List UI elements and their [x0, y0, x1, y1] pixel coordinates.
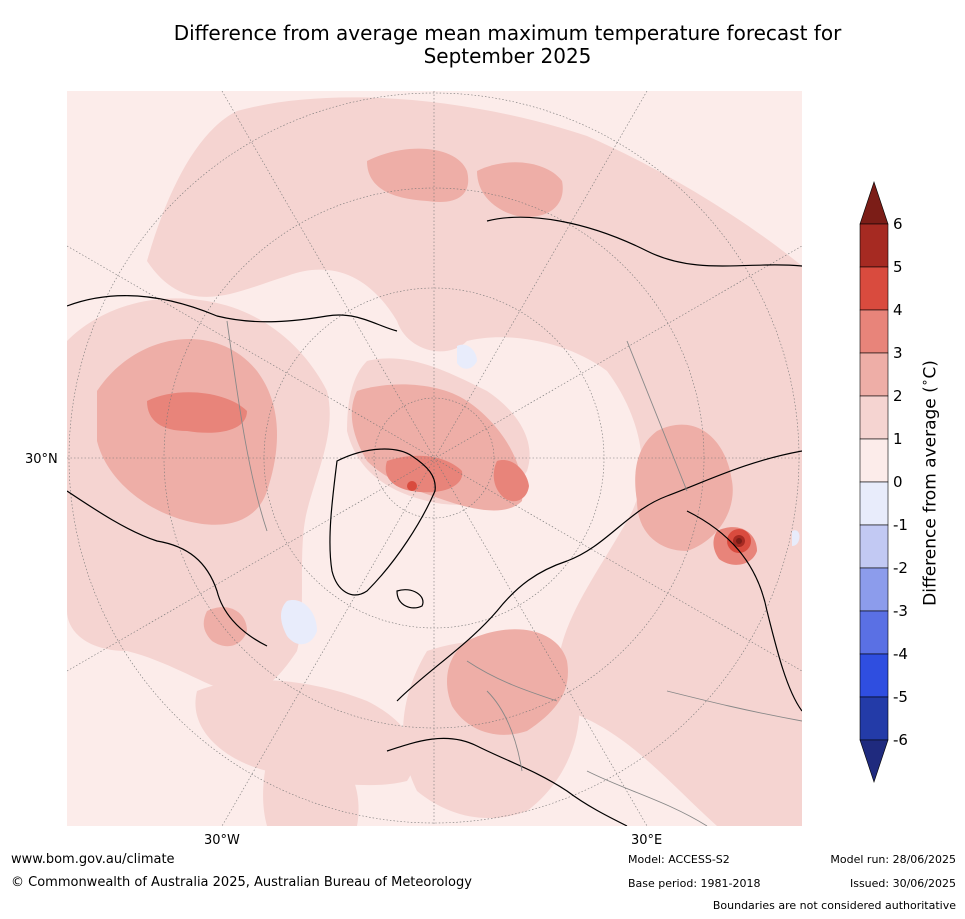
footer-website: www.bom.gov.au/climate [11, 852, 175, 867]
degree-superscript: ∘ [917, 378, 932, 387]
anomaly-2-3-regions [97, 148, 733, 735]
country-boundaries [226, 320, 802, 826]
colorbar-segment [859, 524, 889, 569]
footer-base-period: Base period: 1981-2018 [628, 877, 761, 890]
colorbar-segment [859, 653, 889, 698]
colorbar-segment [859, 309, 889, 354]
colorbar-segment [859, 223, 889, 268]
colorbar-tick-label: -6 [893, 731, 908, 749]
colorbar-tick-label: 4 [893, 301, 903, 319]
colorbar-label: Difference from average (∘C) [917, 360, 941, 606]
colorbar-segment [859, 266, 889, 311]
border-4 [666, 690, 802, 722]
colorbar-tick-label: 3 [893, 344, 903, 362]
lon-label-30w: 30°W [204, 833, 240, 848]
map-panel [67, 91, 802, 826]
anomaly-negative-regions [281, 344, 800, 645]
colorbar-tick-label: 2 [893, 387, 903, 405]
lon-label-30e: 30°E [631, 833, 663, 848]
alaska-canada-coast [67, 295, 398, 332]
colorbar-segment [859, 610, 889, 655]
border-3 [626, 340, 688, 492]
footer-model: Model: ACCESS-S2 [628, 853, 730, 866]
colorbar-segment [859, 438, 889, 483]
europe-south-coast [386, 737, 628, 826]
eurasia-north-coast [396, 450, 802, 702]
colorbar-tick-label: 0 [893, 473, 903, 491]
colorbar-tick-label: -4 [893, 645, 908, 663]
colorbar-segment [859, 481, 889, 526]
colorbar-tick-label: 5 [893, 258, 903, 276]
anomaly-hotspot [407, 481, 751, 553]
border-2 [486, 690, 523, 772]
north-america-east-coast [67, 490, 268, 647]
colorbar-segment [859, 567, 889, 612]
colorbar-extend-max [859, 181, 889, 225]
map-title: Difference from average mean maximum tem… [60, 22, 955, 68]
lat-label-30n: 30°N [25, 452, 58, 467]
colorbar-tick-label: -3 [893, 602, 908, 620]
footer-issued: Issued: 30/06/2025 [849, 877, 956, 890]
colorbar-tick-label: 1 [893, 430, 903, 448]
meridian-60e [67, 245, 802, 672]
colorbar-segment [859, 395, 889, 440]
iceland-coast [396, 589, 424, 609]
colorbar-tick-label: 6 [893, 215, 903, 233]
asia-east-coast [686, 510, 802, 712]
footer-copyright: © Commonwealth of Australia 2025, Austra… [11, 875, 472, 890]
greenland-coast [329, 448, 436, 596]
title-line-1: Difference from average mean maximum tem… [173, 21, 842, 45]
colorbar-extend-min [859, 739, 889, 783]
colorbar-tick-label: -2 [893, 559, 908, 577]
anomaly-map [67, 91, 802, 826]
colorbar-tick-label: -5 [893, 688, 908, 706]
colorbar-tick-label: -1 [893, 516, 908, 534]
coastlines [67, 216, 802, 826]
colorbar [859, 181, 889, 783]
border-6 [586, 770, 708, 826]
east-siberia-coast [486, 216, 802, 267]
footer-model-run: Model run: 28/06/2025 [830, 853, 956, 866]
border-1 [466, 660, 558, 702]
anomaly-3-4-regions [147, 392, 757, 565]
colorbar-segment [859, 696, 889, 741]
border-5 [226, 320, 268, 532]
title-line-2: September 2025 [423, 44, 592, 68]
footer-disclaimer: Boundaries are not considered authoritat… [712, 899, 956, 912]
colorbar-segment [859, 352, 889, 397]
graticule [67, 91, 802, 826]
